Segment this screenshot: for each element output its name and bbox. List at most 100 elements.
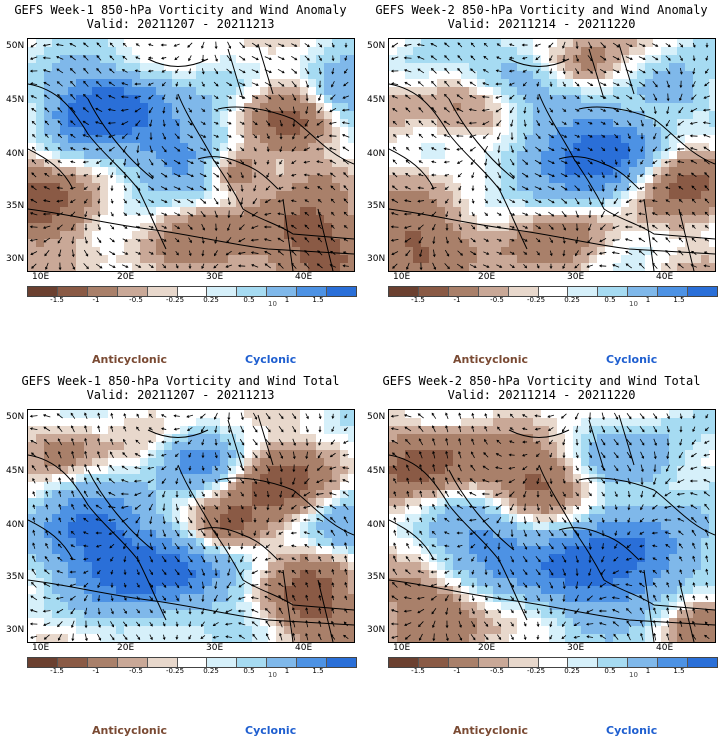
wind-vector bbox=[536, 107, 540, 113]
vorticity-cell bbox=[677, 247, 686, 256]
wind-arrowhead bbox=[82, 160, 86, 164]
wind-arrowhead bbox=[431, 93, 434, 97]
wind-vector bbox=[704, 251, 710, 255]
vorticity-cell bbox=[469, 71, 478, 80]
wind-arrowhead bbox=[642, 97, 645, 101]
wind-arrowhead bbox=[95, 107, 99, 111]
wind-arrowhead bbox=[629, 44, 633, 48]
vorticity-cell bbox=[421, 63, 430, 72]
vorticity-cell bbox=[52, 522, 61, 531]
wind-arrowhead bbox=[56, 68, 60, 72]
vorticity-cell bbox=[156, 450, 165, 459]
vorticity-cell bbox=[348, 538, 354, 547]
vorticity-cell bbox=[244, 191, 253, 200]
vorticity-cell bbox=[44, 39, 53, 48]
vorticity-cell bbox=[709, 151, 715, 160]
vorticity-cell bbox=[453, 79, 462, 88]
vorticity-cell bbox=[228, 207, 237, 216]
wind-arrowhead bbox=[30, 198, 34, 202]
vorticity-cell bbox=[100, 231, 109, 240]
vorticity-cell bbox=[52, 63, 61, 72]
vorticity-cell bbox=[621, 207, 630, 216]
wind-vector bbox=[691, 185, 697, 191]
wind-arrowhead bbox=[71, 241, 75, 245]
vorticity-cell bbox=[124, 418, 133, 427]
wind-arrowhead bbox=[109, 55, 113, 59]
vorticity-cell bbox=[661, 47, 670, 56]
vorticity-cell bbox=[116, 450, 125, 459]
wind-arrowhead bbox=[228, 58, 232, 62]
wind-vector bbox=[587, 147, 593, 151]
vorticity-cell bbox=[36, 239, 45, 248]
wind-arrowhead bbox=[202, 122, 206, 125]
wind-arrowhead bbox=[652, 237, 655, 241]
wind-arrowhead bbox=[486, 239, 489, 242]
vorticity-cell bbox=[36, 554, 45, 563]
wind-vector bbox=[84, 211, 88, 217]
wind-arrowhead bbox=[652, 186, 656, 190]
wind-vector bbox=[431, 94, 437, 100]
vorticity-cell bbox=[28, 191, 37, 200]
vorticity-cell bbox=[549, 167, 558, 176]
vorticity-cell bbox=[140, 474, 149, 483]
vorticity-cell bbox=[621, 111, 630, 120]
vorticity-cell bbox=[525, 79, 534, 88]
vorticity-cell bbox=[196, 167, 205, 176]
vorticity-map bbox=[27, 409, 355, 643]
wind-vector bbox=[31, 159, 37, 165]
vorticity-cell bbox=[276, 63, 285, 72]
wind-arrowhead bbox=[640, 149, 644, 153]
wind-vector bbox=[149, 145, 153, 153]
wind-vector bbox=[484, 185, 488, 191]
vorticity-cell bbox=[429, 143, 438, 152]
vorticity-cell bbox=[132, 143, 141, 152]
wind-vector bbox=[497, 132, 501, 140]
vorticity-cell bbox=[324, 442, 333, 451]
vorticity-cell bbox=[613, 87, 622, 96]
vorticity-cell bbox=[60, 71, 69, 80]
coastline bbox=[177, 93, 354, 240]
vorticity-cell bbox=[124, 127, 133, 136]
wind-arrowhead bbox=[638, 225, 642, 228]
vorticity-cell bbox=[156, 143, 165, 152]
vorticity-cell bbox=[701, 255, 710, 264]
vorticity-cell bbox=[204, 482, 213, 491]
vorticity-cell bbox=[685, 167, 694, 176]
vorticity-cell bbox=[525, 127, 534, 136]
vorticity-cell bbox=[485, 167, 494, 176]
wind-arrowhead bbox=[667, 71, 671, 75]
vorticity-cell bbox=[565, 239, 574, 248]
wind-arrowhead bbox=[457, 67, 461, 71]
lat-label: 30N bbox=[367, 254, 386, 264]
vorticity-cell bbox=[549, 255, 558, 264]
wind-arrowhead bbox=[315, 147, 319, 151]
wind-arrowhead bbox=[550, 122, 554, 126]
vorticity-cell bbox=[212, 466, 221, 475]
wind-arrowhead bbox=[703, 96, 707, 99]
vorticity-cell bbox=[36, 79, 45, 88]
vorticity-cell bbox=[645, 95, 654, 104]
vorticity-cell bbox=[629, 79, 638, 88]
wind-arrowhead bbox=[280, 123, 283, 127]
vorticity-cell bbox=[116, 426, 125, 435]
vorticity-cell bbox=[292, 450, 301, 459]
wind-vector bbox=[639, 200, 645, 202]
wind-arrowhead bbox=[445, 200, 448, 204]
vorticity-cell bbox=[485, 239, 494, 248]
wind-arrowhead bbox=[291, 249, 294, 253]
vorticity-cell bbox=[348, 87, 354, 96]
wind-arrowhead bbox=[122, 55, 126, 59]
wind-vector bbox=[43, 43, 51, 47]
vorticity-cell bbox=[204, 506, 213, 515]
vorticity-cell bbox=[629, 191, 638, 200]
vorticity-cell bbox=[212, 207, 221, 216]
vorticity-cell bbox=[284, 474, 293, 483]
vorticity-cell bbox=[461, 255, 470, 264]
vorticity-cell bbox=[701, 87, 710, 96]
vorticity-cell bbox=[332, 458, 341, 467]
wind-vector bbox=[535, 146, 541, 152]
vorticity-cell bbox=[332, 474, 341, 483]
vorticity-cell bbox=[132, 87, 141, 96]
wind-vector bbox=[679, 224, 683, 230]
vorticity-cell bbox=[413, 167, 422, 176]
